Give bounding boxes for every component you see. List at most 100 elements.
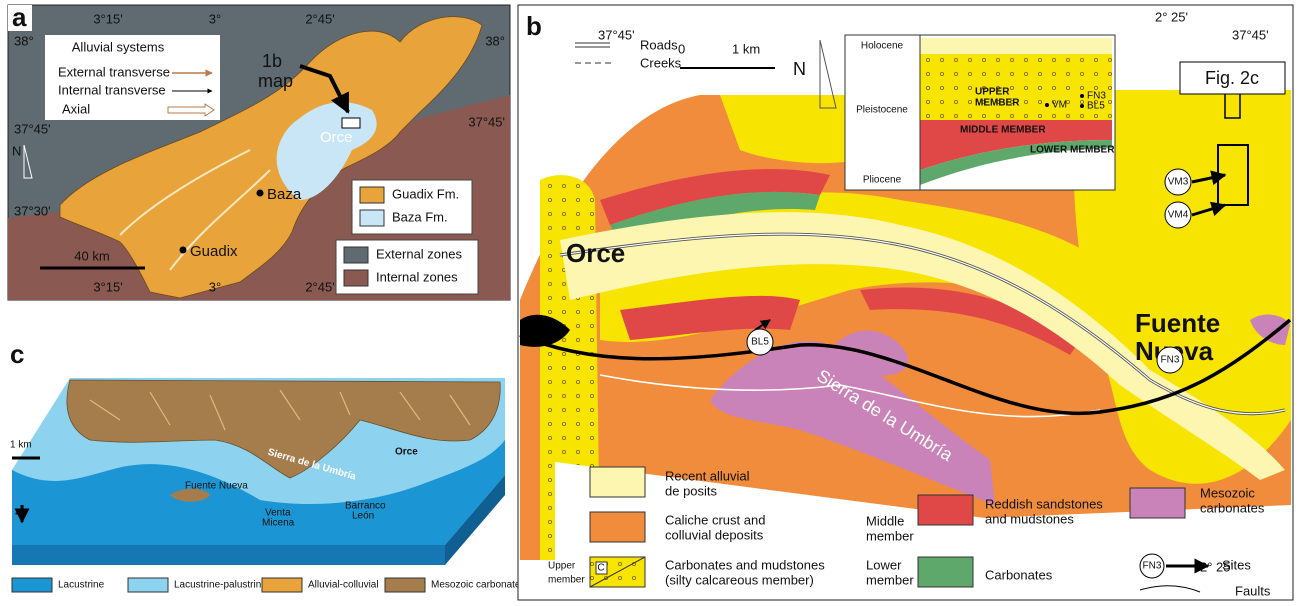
tick-label: 3°15' [93,279,122,294]
panel-a: a 3°15' 3° 2°45' 3°15' 3° 2°45' 38° 37°4… [8,2,510,300]
fig-ref: Fig. 2c [1205,68,1259,88]
epoch: Pliocene [863,175,902,186]
legend-swatch [360,187,384,203]
corner-tick: 2° 25' [1155,9,1188,24]
legend-swatch [12,578,52,592]
legend-item: de posits [665,483,718,498]
site-dot [1045,103,1049,107]
place-label: Guadix [190,243,238,260]
member-label: MIDDLE MEMBER [960,125,1046,136]
legend-group: Middle [866,513,904,528]
tick-label: 37°30' [14,203,51,218]
legend-item: Caliche crust and [665,512,765,527]
town-dot [257,190,264,197]
legend-item: Creeks [640,55,682,70]
legend-item: Carbonates and mudstones [665,557,825,572]
place-label: Fuente Nueva [185,481,248,492]
site-label: VM4 [1168,210,1189,221]
tick-label: 38° [485,33,505,48]
member-label: MEMBER [975,98,1020,109]
place-label: Orce [395,447,418,458]
site-label: BL5 [1087,101,1105,112]
legend-item: Lacustrine-palustrine [174,580,267,591]
tick-label: 38° [14,33,34,48]
town-dot [180,247,187,254]
legend-item: Faults [1235,583,1271,598]
legend-item: Recent alluvial [665,468,750,483]
legend-group: Lower [866,557,902,572]
tick-label: 3°15' [93,11,122,26]
legend-swatch [918,495,973,525]
legend-swatch [918,557,973,587]
legend-item: Roads [640,37,678,52]
tick-label: 37°45' [14,121,51,136]
legend-group: Upper [548,561,576,572]
north-label: N [12,143,21,158]
place-label: Orce [566,238,625,268]
site-label: BL5 [751,337,769,348]
legend-item: Alluvial-colluvial [308,580,379,591]
legend-swatch [344,270,368,286]
holocene-band [920,38,1112,54]
legend-item: and mudstones [985,511,1074,526]
scale-label: 0 [678,41,685,56]
legend-title: Alluvial systems [72,39,165,54]
panel-c: c Sierra de la Umbría Orce Fuente Nueva … [10,339,526,592]
legend-swatch [385,578,425,592]
corner-tick: 37°45' [1232,27,1269,42]
legend-item: External zones [376,246,462,261]
legend-item: Reddish sandstones [985,496,1103,511]
tick-label: 3° [209,11,221,26]
map-extent [342,118,360,128]
legend-item: Carbonates [985,567,1053,582]
upper-band [920,54,1112,120]
place-label: Orce [320,129,353,146]
tick-label: 3° [209,279,221,294]
legend-item: Sites [1222,557,1251,572]
epoch: Holocene [861,41,904,52]
legend-item: Axial [62,101,90,116]
site-label: FN3 [1161,355,1180,366]
legend-item: Mesozoic carbonates [431,580,526,591]
legend-swatch [590,467,645,497]
tick-label: 2°45' [305,11,334,26]
site-dot [1080,94,1084,98]
scale-label: 1 km [732,41,760,56]
block-front [12,545,445,565]
legend-symbol: C [597,563,604,574]
place-label: Micena [262,518,295,529]
north-label: N [793,59,806,79]
tick-label: 37°45' [468,114,505,129]
legend-swatch [344,247,368,263]
scale-label: 1 km [10,440,32,451]
legend-item: colluvial deposits [665,527,764,542]
scale-label: 40 km [74,248,109,263]
site-label: VM [1052,100,1067,111]
legend-item: Internal transverse [58,82,166,97]
tick-label: 2°45' [305,279,334,294]
site-dot [1080,104,1084,108]
legend-item: Lacustrine [58,580,105,591]
stratigraphic-inset: Holocene Pleistocene Pliocene UPPER MEMB… [845,35,1115,190]
callout: 1b [262,51,282,71]
place-label: Baza [267,186,302,203]
epoch: Pleistocene [856,105,908,116]
panel-label: c [10,339,24,369]
legend-group: member [548,575,585,586]
legend-group: member [866,572,914,587]
place-label: Fuente [1135,308,1220,338]
legend-swatch [262,578,302,592]
legend-item: Baza Fm. [392,209,448,224]
panel-b: b 37°45' 2° 25' 37°45' 2° 25' Roads Cree… [518,5,1293,600]
legend-swatch [128,578,168,592]
legend-item: External transverse [58,64,170,79]
legend-item: Guadix Fm. [392,186,459,201]
legend-item: Mesozoic [1200,485,1255,500]
panel-label: b [526,11,542,41]
member-label: UPPER [975,87,1010,98]
callout: map [258,71,293,91]
legend-item: carbonates [1200,500,1265,515]
legend-item: (silty calcareous member) [665,572,814,587]
legend-swatch [1130,488,1185,518]
legend-item: Internal zones [376,269,458,284]
